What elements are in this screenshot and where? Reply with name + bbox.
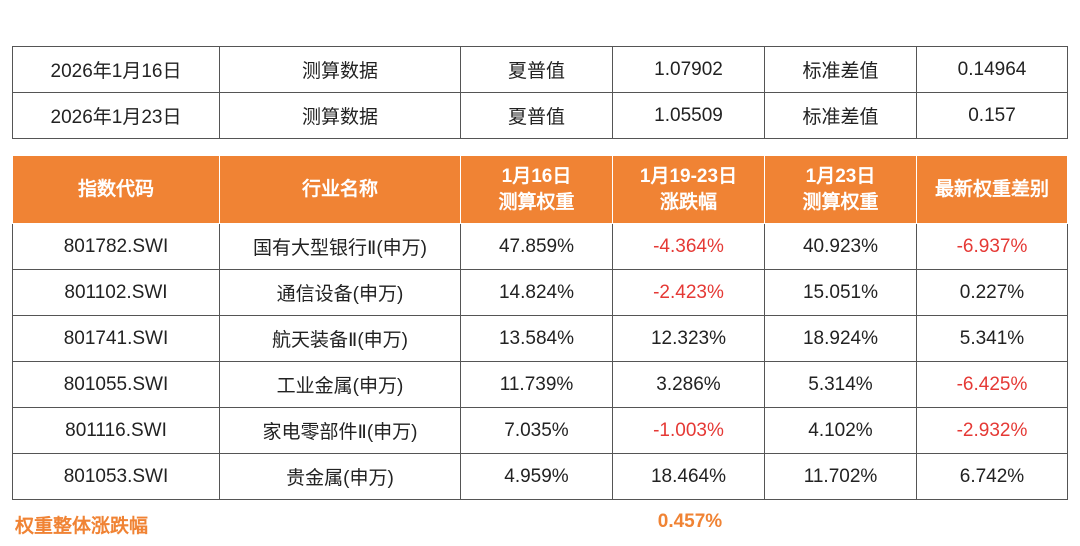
summary-date: 2026年1月23日 xyxy=(12,92,220,139)
change-cell: 12.323% xyxy=(612,315,765,362)
summary-metric-sharpe-label: 夏普值 xyxy=(460,92,613,139)
industry-name-cell: 家电零部件Ⅱ(申万) xyxy=(219,407,461,454)
header-weight-jan23-line1: 1月23日 xyxy=(805,165,876,187)
summary-table: 2026年1月16日 测算数据 夏普值 1.07902 标准差值 0.14964… xyxy=(12,46,1068,139)
summary-sharpe-value: 1.07902 xyxy=(612,46,765,93)
industry-name-cell: 贵金属(申万) xyxy=(219,453,461,500)
weight-diff-cell: -6.425% xyxy=(916,361,1068,408)
change-cell: 18.464% xyxy=(612,453,765,500)
industry-name-cell: 国有大型银行Ⅱ(申万) xyxy=(219,223,461,270)
weights-table: 指数代码 行业名称 1月16日 测算权重 1月19-23日 涨跌幅 1月23日 … xyxy=(12,155,1068,500)
summary-label: 测算数据 xyxy=(219,46,461,93)
weights-body: 801782.SWI 国有大型银行Ⅱ(申万) 47.859% -4.364% 40.92… xyxy=(12,223,1068,500)
weight-jan16-cell: 4.959% xyxy=(460,453,613,500)
weight-diff-cell: 5.341% xyxy=(916,315,1068,362)
header-weight-jan16: 1月16日 测算权重 xyxy=(460,155,613,224)
summary-sharpe-value: 1.05509 xyxy=(612,92,765,139)
summary-row: 2026年1月23日 测算数据 夏普值 1.05509 标准差值 0.157 xyxy=(12,92,1068,139)
summary-std-value: 0.157 xyxy=(916,92,1068,139)
change-cell: -1.003% xyxy=(612,407,765,454)
table-row: 801782.SWI 国有大型银行Ⅱ(申万) 47.859% -4.364% 40.92… xyxy=(12,223,1068,270)
summary-metric-std-label: 标准差值 xyxy=(764,92,917,139)
index-code-cell: 801102.SWI xyxy=(12,269,220,316)
industry-name-cell: 通信设备(申万) xyxy=(219,269,461,316)
weight-jan23-cell: 5.314% xyxy=(764,361,917,408)
weight-jan16-cell: 14.824% xyxy=(460,269,613,316)
weight-jan23-cell: 4.102% xyxy=(764,407,917,454)
table-row: 801116.SWI 家电零部件Ⅱ(申万) 7.035% -1.003% 4.102% -… xyxy=(12,407,1068,454)
weight-diff-cell: 6.742% xyxy=(916,453,1068,500)
index-code-cell: 801782.SWI xyxy=(12,223,220,270)
industry-name-cell: 工业金属(申万) xyxy=(219,361,461,408)
weight-jan16-cell: 13.584% xyxy=(460,315,613,362)
index-code-cell: 801055.SWI xyxy=(12,361,220,408)
weight-jan23-cell: 11.702% xyxy=(764,453,917,500)
weight-jan16-cell: 7.035% xyxy=(460,407,613,454)
weight-diff-cell: -6.937% xyxy=(916,223,1068,270)
overall-change-value: 0.457% xyxy=(657,511,723,532)
weight-jan23-cell: 18.924% xyxy=(764,315,917,362)
change-cell: -4.364% xyxy=(612,223,765,270)
header-weight-jan16-line1: 1月16日 xyxy=(501,165,572,187)
weight-diff-cell: 0.227% xyxy=(916,269,1068,316)
weight-jan23-cell: 40.923% xyxy=(764,223,917,270)
summary-date: 2026年1月16日 xyxy=(12,46,220,93)
header-weight-jan23-line2: 测算权重 xyxy=(802,191,879,213)
summary-metric-sharpe-label: 夏普值 xyxy=(460,46,613,93)
header-weight-jan16-line2: 测算权重 xyxy=(498,191,575,213)
overall-change-label: 权重整体涨跌幅 xyxy=(15,516,149,537)
weight-diff-cell: -2.932% xyxy=(916,407,1068,454)
header-weight-diff: 最新权重差别 xyxy=(916,155,1068,224)
header-row: 指数代码 行业名称 1月16日 测算权重 1月19-23日 涨跌幅 1月23日 … xyxy=(12,155,1068,224)
change-cell: -2.423% xyxy=(612,269,765,316)
header-change: 1月19-23日 涨跌幅 xyxy=(612,155,765,224)
industry-name-cell: 航天装备Ⅱ(申万) xyxy=(219,315,461,362)
header-index-code: 指数代码 xyxy=(12,155,220,224)
table-row: 801102.SWI 通信设备(申万) 14.824% -2.423% 15.051% 0… xyxy=(12,269,1068,316)
change-cell: 3.286% xyxy=(612,361,765,408)
table-row: 801741.SWI 航天装备Ⅱ(申万) 13.584% 12.323% 18.924%… xyxy=(12,315,1068,362)
header-industry-name: 行业名称 xyxy=(219,155,461,224)
index-code-cell: 801741.SWI xyxy=(12,315,220,362)
summary-std-value: 0.14964 xyxy=(916,46,1068,93)
table-row: 801055.SWI 工业金属(申万) 11.739% 3.286% 5.314% -6.… xyxy=(12,361,1068,408)
weight-jan16-cell: 47.859% xyxy=(460,223,613,270)
table-row: 801053.SWI 贵金属(申万) 4.959% 18.464% 11.702% 6.7… xyxy=(12,453,1068,500)
header-weight-jan23: 1月23日 测算权重 xyxy=(764,155,917,224)
header-change-line1: 1月19-23日 xyxy=(639,165,738,187)
summary-label: 测算数据 xyxy=(219,92,461,139)
summary-metric-std-label: 标准差值 xyxy=(764,46,917,93)
summary-row: 2026年1月16日 测算数据 夏普值 1.07902 标准差值 0.14964 xyxy=(12,46,1068,93)
header-change-line2: 涨跌幅 xyxy=(659,191,717,213)
index-code-cell: 801053.SWI xyxy=(12,453,220,500)
weight-jan16-cell: 11.739% xyxy=(460,361,613,408)
index-code-cell: 801116.SWI xyxy=(12,407,220,454)
weight-jan23-cell: 15.051% xyxy=(764,269,917,316)
